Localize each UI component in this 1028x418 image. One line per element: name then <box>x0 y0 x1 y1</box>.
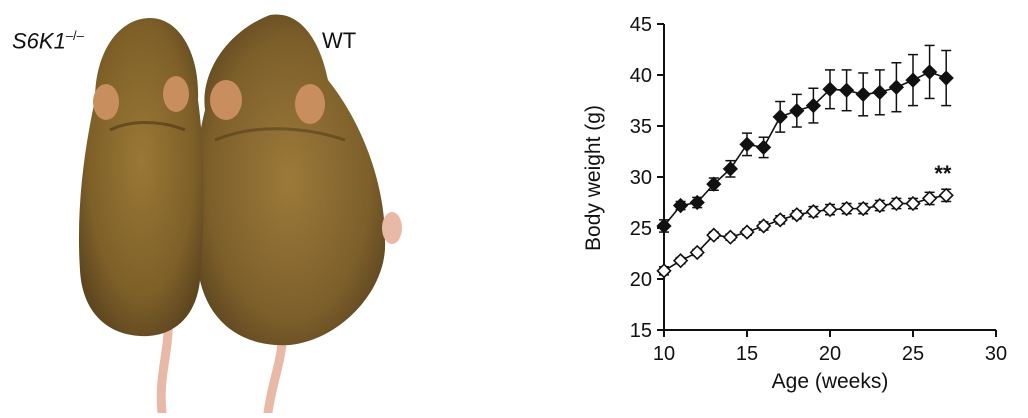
x-tick-label: 25 <box>902 343 924 365</box>
y-tick-label: 30 <box>630 167 652 189</box>
data-point-wt <box>873 86 886 99</box>
x-tick-label: 20 <box>819 343 841 365</box>
chart-panel: 15 20 25 30 35 40 45 10 15 20 25 30 Body weight (g)… <box>520 0 1028 413</box>
series-line-ko <box>664 195 946 270</box>
data-point-wt <box>840 84 853 97</box>
y-tick-label: 25 <box>630 218 652 240</box>
y-tick-label: 20 <box>630 269 652 291</box>
data-point-ko <box>674 254 687 267</box>
data-point-wt <box>923 65 936 78</box>
wt-ear-right <box>295 84 325 124</box>
ko-mouse-body <box>79 18 204 336</box>
data-point-wt <box>890 81 903 94</box>
x-tick-label: 15 <box>736 343 758 365</box>
data-point-ko <box>940 189 953 202</box>
data-point-wt <box>940 72 953 85</box>
ko-ear-right <box>163 76 189 112</box>
data-point-ko <box>923 192 936 205</box>
knockout-label-text: S6K1 <box>12 28 66 53</box>
wt-paw <box>382 212 402 244</box>
significance-annotation: ** <box>934 161 952 186</box>
data-point-wt <box>907 74 920 87</box>
x-tick-label: 10 <box>653 343 675 365</box>
wt-mouse-body <box>193 14 385 345</box>
data-point-wt <box>790 104 803 117</box>
data-point-ko <box>724 231 737 244</box>
y-tick-label: 35 <box>630 116 652 138</box>
mice-photo <box>0 0 520 413</box>
knockout-label-superscript: –/– <box>66 28 84 43</box>
y-tick-label: 40 <box>630 65 652 87</box>
ko-ear-left <box>93 84 119 120</box>
y-tick-label: 45 <box>630 14 652 36</box>
data-point-wt <box>857 88 870 101</box>
data-point-ko <box>741 226 754 239</box>
wildtype-label: WT <box>322 28 356 54</box>
wt-ear-left <box>210 80 242 120</box>
knockout-label: S6K1–/– <box>12 28 84 54</box>
x-tick-label: 30 <box>985 343 1007 365</box>
y-tick-label: 15 <box>630 320 652 342</box>
data-point-wt <box>741 138 754 151</box>
y-axis-label: Body weight (g) <box>582 105 605 251</box>
mice-photo-panel: S6K1–/– WT <box>0 0 520 413</box>
data-point-wt <box>774 110 787 123</box>
chart-series <box>658 45 953 277</box>
x-axis-label: Age (weeks) <box>772 370 889 393</box>
data-point-wt <box>757 141 770 154</box>
